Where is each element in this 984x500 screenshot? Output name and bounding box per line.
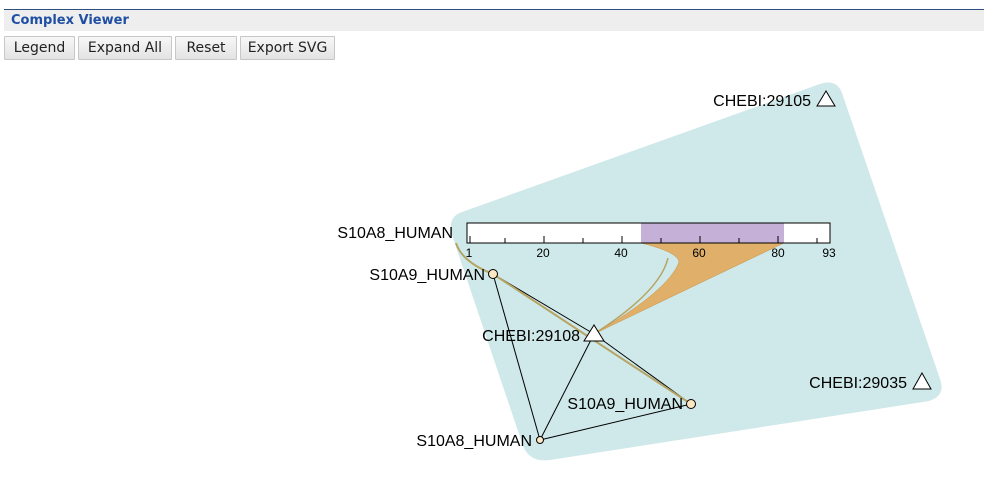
s10a9-upper-label: S10A9_HUMAN	[369, 267, 485, 284]
highlight-region	[641, 223, 784, 243]
viewer-header: Complex Viewer	[4, 10, 984, 31]
chebi-29105-label: CHEBI:29105	[713, 93, 811, 110]
bar-ticks	[469, 236, 818, 243]
tick-label-93: 93	[822, 246, 836, 260]
s10a9-lower-label: S10A9_HUMAN	[567, 396, 683, 413]
chebi-29108-node[interactable]: CHEBI:29108	[482, 324, 605, 345]
s10a8-lower-node[interactable]: S10A8_HUMAN	[416, 433, 544, 450]
chebi-29108-label: CHEBI:29108	[482, 328, 580, 345]
header-divider	[4, 9, 984, 10]
tick-label-40: 40	[614, 246, 628, 260]
tick-label-20: 20	[536, 246, 550, 260]
triangle-icon	[912, 371, 932, 390]
tick-label-1: 1	[466, 246, 473, 260]
s10a8-lower-label: S10A8_HUMAN	[416, 433, 532, 450]
s10a9-upper-node[interactable]: S10A9_HUMAN	[369, 267, 498, 284]
s10a9-lower-node[interactable]: S10A9_HUMAN	[567, 396, 696, 413]
protein-circle-icon	[488, 269, 498, 279]
binding-region-fan	[593, 242, 785, 335]
triangle-icon	[583, 324, 605, 342]
s10a8-expanded-label: S10A8_HUMAN	[337, 225, 453, 242]
protein-circle-icon	[686, 399, 696, 409]
legend-button[interactable]: Legend	[4, 36, 75, 60]
chebi-29035-node[interactable]: CHEBI:29035	[809, 371, 932, 392]
chebi-29105-node[interactable]: CHEBI:29105	[713, 90, 836, 110]
reset-button[interactable]: Reset	[175, 36, 237, 60]
triangle-icon	[816, 90, 836, 107]
tick-label-80: 80	[771, 246, 785, 260]
protein-circle-icon	[536, 436, 544, 444]
viewer-title: Complex Viewer	[11, 13, 129, 28]
s10a8-protein-bar[interactable]: 1 20 40 60 80 93	[466, 222, 836, 260]
expand-all-button[interactable]: Expand All	[78, 36, 172, 60]
tick-label-60: 60	[692, 246, 706, 260]
export-svg-button[interactable]: Export SVG	[240, 36, 335, 60]
chebi-29035-label: CHEBI:29035	[809, 375, 907, 392]
